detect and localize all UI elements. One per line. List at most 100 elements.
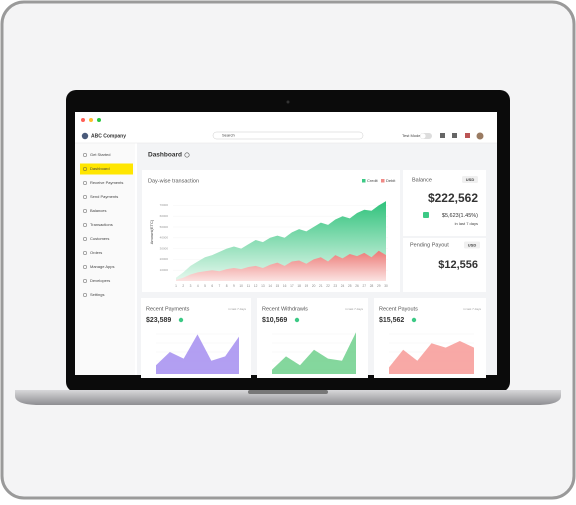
nav-icon [82, 236, 88, 242]
x-tick-label: 9 [233, 284, 235, 288]
nav-item[interactable]: Developers [90, 278, 110, 283]
x-tick-label: 21 [319, 284, 323, 288]
nav-item[interactable]: Transactions [90, 222, 113, 227]
x-tick-label: 15 [276, 284, 280, 288]
y-tick-label: 60000 [160, 214, 169, 218]
currency: USD [466, 177, 475, 182]
legend-label: Debit [386, 178, 396, 183]
dot [81, 118, 85, 122]
icon[interactable] [452, 133, 457, 138]
card-amount: $10,569 [262, 317, 287, 324]
logo [81, 132, 89, 140]
up-icon [178, 317, 184, 323]
x-tick-label: 1 [175, 284, 177, 288]
nav-item[interactable]: Manage Apps [90, 264, 114, 269]
x-tick-label: 27 [363, 284, 367, 288]
nav-icon [82, 278, 88, 284]
x-tick-label: 14 [268, 284, 272, 288]
card-period: in last 7 days [345, 307, 363, 311]
x-tick-label: 8 [226, 284, 228, 288]
nav-item[interactable]: Dashboard [90, 166, 110, 171]
laptop-base [15, 390, 561, 405]
nav-icon [82, 180, 88, 186]
search-box[interactable] [212, 131, 364, 140]
card-amount: $15,562 [379, 317, 404, 324]
x-tick-label: 13 [261, 284, 265, 288]
sidebar-bg [75, 143, 135, 375]
card-title: Recent Payments [146, 306, 190, 312]
badge [462, 176, 478, 183]
x-tick-label: 18 [297, 284, 301, 288]
x-tick-label: 28 [370, 284, 374, 288]
chart-title: Day-wise transaction [148, 178, 199, 184]
y-tick-label: 70000 [160, 203, 169, 207]
legend-swatch [362, 179, 366, 183]
area [176, 250, 386, 281]
balance-amount: $222,562 [428, 191, 478, 205]
x-tick-label: 10 [239, 284, 243, 288]
badge [464, 241, 480, 249]
x-tick-label: 23 [334, 284, 338, 288]
y-tick-label: 50000 [160, 225, 169, 229]
nav-item[interactable]: Settings [90, 292, 104, 297]
active-item [80, 163, 133, 175]
icon[interactable] [465, 133, 470, 138]
payout-title: Pending Payout [410, 242, 449, 248]
change: $5,623(1.45%) [442, 213, 478, 219]
x-tick-label: 22 [326, 284, 330, 288]
toggle-knob [420, 133, 426, 139]
nav-item[interactable]: Balances [90, 208, 106, 213]
x-tick-label: 5 [204, 284, 206, 288]
dot [97, 118, 101, 122]
x-tick-label: 20 [312, 284, 316, 288]
x-tick-label: 3 [190, 284, 192, 288]
card-area [156, 334, 239, 374]
payout-amount: $12,556 [438, 259, 478, 271]
nav-icon [82, 194, 88, 200]
company: ABC Company [91, 133, 126, 139]
x-tick-label: 25 [348, 284, 352, 288]
camera [286, 100, 290, 104]
avatar[interactable] [476, 132, 484, 140]
y-tick-label: 10000 [160, 268, 169, 272]
nav-icon [82, 250, 88, 256]
nav-item[interactable]: Customers [90, 236, 109, 241]
nav-icon [82, 264, 88, 270]
legend-label: Credit [367, 178, 379, 183]
y-label: Amount(ETC) [149, 219, 154, 244]
card-title: Recent Payouts [379, 306, 418, 312]
nav-icon [82, 166, 88, 172]
x-tick-label: 19 [305, 284, 309, 288]
help-icon[interactable] [184, 152, 190, 158]
y-tick-label: 30000 [160, 246, 169, 250]
y-tick-label: 20000 [160, 257, 169, 261]
dynamic: Get Started Dashboard Receive Payments Send… [80, 152, 486, 378]
page-title: Dashboard [148, 152, 182, 159]
period: in last 7 days [455, 221, 478, 226]
card-period: in last 7 days [463, 307, 481, 311]
x-tick-label: 11 [247, 284, 251, 288]
nav-item[interactable]: Get Started [90, 152, 110, 157]
card-area [389, 341, 474, 374]
nav-icon [82, 292, 88, 298]
card-period: in last 7 days [228, 307, 246, 311]
notch [248, 390, 328, 394]
dot [89, 118, 93, 122]
currency: USD [468, 242, 477, 247]
x-tick-label: 17 [290, 284, 294, 288]
nav-item[interactable]: Send Payments [90, 194, 118, 199]
up-icon [294, 317, 300, 323]
card-amount: $23,589 [146, 317, 171, 324]
nav-item[interactable]: Orders [90, 250, 102, 255]
icon[interactable] [440, 133, 445, 138]
nav-icon [82, 208, 88, 214]
card-area [272, 332, 356, 374]
nav-icon [82, 222, 88, 228]
x-tick-label: 30 [384, 284, 388, 288]
x-tick-label: 24 [341, 284, 345, 288]
nav-item[interactable]: Receive Payments [90, 180, 123, 185]
x-tick-label: 2 [182, 284, 184, 288]
x-tick-label: 12 [254, 284, 258, 288]
x-tick-label: 26 [355, 284, 359, 288]
y-tick-label: 40000 [160, 236, 169, 240]
